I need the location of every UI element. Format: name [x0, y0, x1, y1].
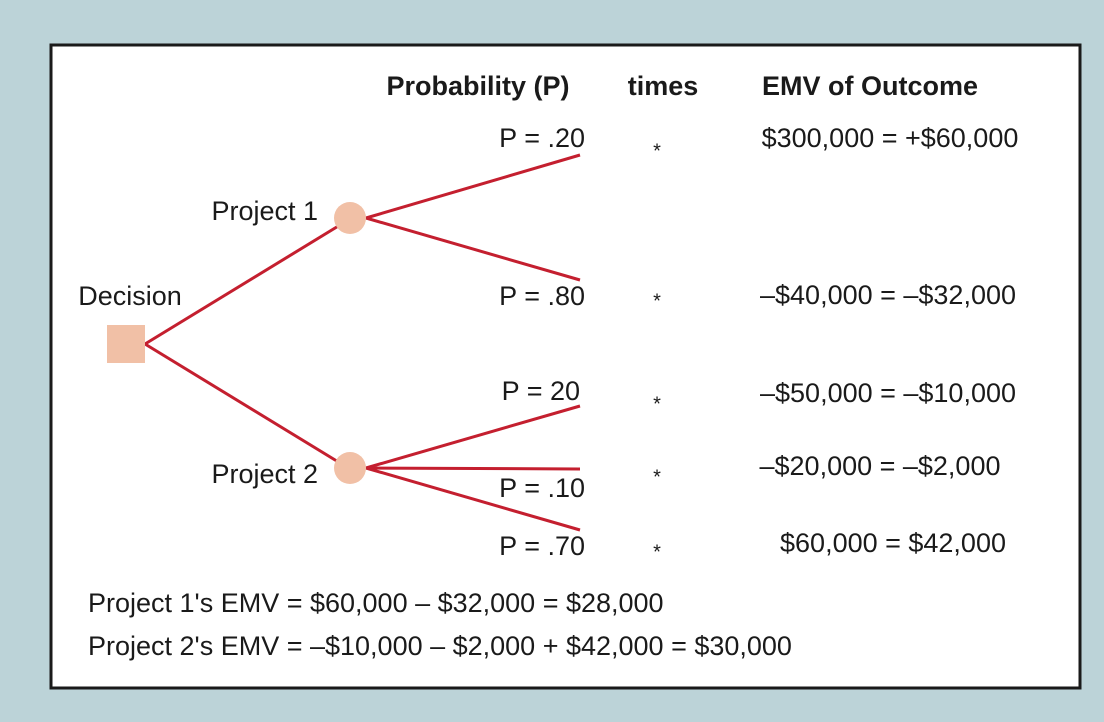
times-sign: * [653, 466, 661, 488]
branch-line [365, 404, 581, 470]
times-sign: * [653, 140, 661, 162]
header-emv: EMV of Outcome [762, 71, 978, 101]
project-label: Project 1 [211, 196, 318, 226]
times-sign: * [653, 393, 661, 415]
outcome: $300,000 = +$60,000 [762, 123, 1019, 153]
probability: P = .80 [499, 281, 585, 311]
branch-line [365, 216, 581, 282]
summary-line: Project 1's EMV = $60,000 – $32,000 = $2… [88, 588, 664, 618]
probability: P = .10 [499, 473, 585, 503]
panel [49, 43, 1082, 690]
decision-label: Decision [78, 281, 182, 311]
chance-node [334, 202, 366, 234]
probability: P = 20 [502, 376, 580, 406]
outcome: –$50,000 = –$10,000 [760, 378, 1016, 408]
project-label: Project 2 [211, 459, 318, 489]
branch-line [365, 466, 581, 532]
outcome: $60,000 = $42,000 [780, 528, 1006, 558]
chance-node [334, 452, 366, 484]
times-sign: * [653, 541, 661, 563]
times-sign: * [653, 290, 661, 312]
outcome: –$20,000 = –$2,000 [760, 451, 1001, 481]
decision-node [107, 325, 145, 363]
summary-line: Project 2's EMV = –$10,000 – $2,000 + $4… [88, 631, 792, 661]
branch-line [144, 223, 341, 346]
branch-line [144, 342, 341, 465]
outcome: –$40,000 = –$32,000 [760, 280, 1016, 310]
header-times: times [628, 71, 699, 101]
header-probability: Probability (P) [386, 71, 569, 101]
probability: P = .70 [499, 531, 585, 561]
probability: P = .20 [499, 123, 585, 153]
branch-line [365, 466, 581, 471]
branch-line [365, 153, 581, 220]
